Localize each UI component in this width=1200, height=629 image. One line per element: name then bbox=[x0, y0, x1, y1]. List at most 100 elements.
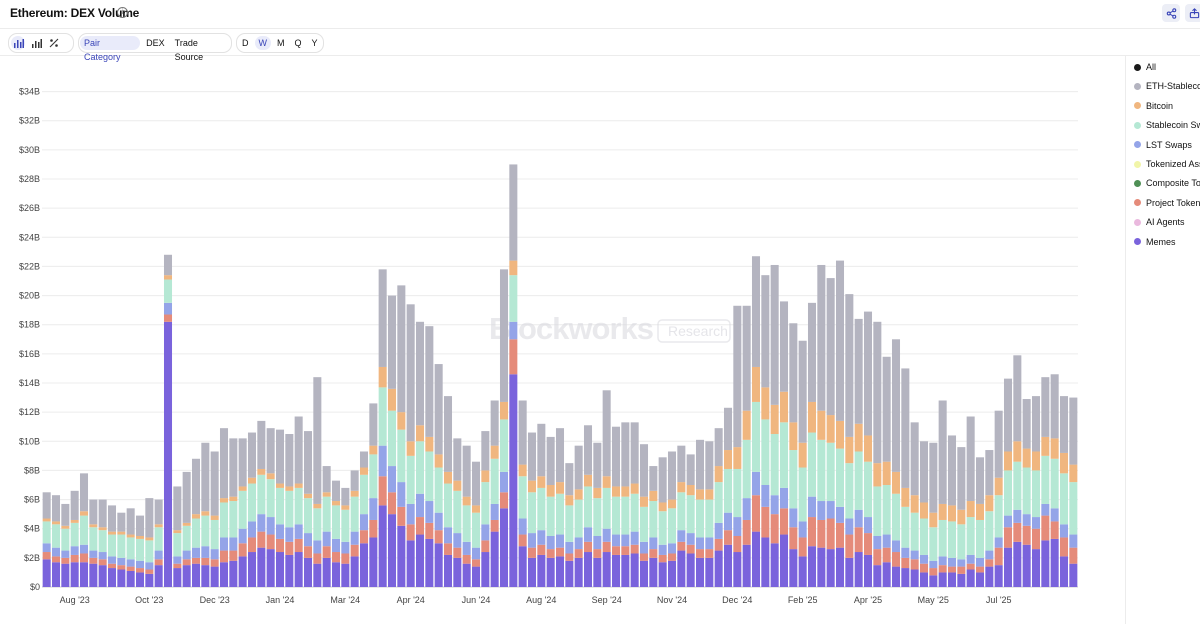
bar-segment-lst-swaps[interactable] bbox=[1003, 515, 1013, 528]
legend-item-bitcoin[interactable]: Bitcoin bbox=[1134, 101, 1173, 111]
bar-segment-project-tokens[interactable] bbox=[322, 546, 331, 558]
bar-segment-bitcoin[interactable] bbox=[957, 509, 966, 525]
bar-segment-memes[interactable] bbox=[1013, 541, 1022, 587]
tab-dex[interactable]: DEX bbox=[146, 38, 165, 48]
bar-segment-stablecoin-swaps[interactable] bbox=[583, 486, 593, 528]
bar-segment-lst-swaps[interactable] bbox=[695, 537, 705, 550]
bar-segment-memes[interactable] bbox=[443, 554, 453, 587]
bar-segment-bitcoin[interactable] bbox=[527, 480, 537, 493]
bar-segment-project-tokens[interactable] bbox=[210, 559, 219, 567]
bar-segment-eth-stablecoin[interactable] bbox=[789, 323, 798, 423]
bar-segment-stablecoin-swaps[interactable] bbox=[602, 487, 611, 529]
bar-segment-eth-stablecoin[interactable] bbox=[658, 457, 667, 503]
bar-segment-lst-swaps[interactable] bbox=[546, 536, 555, 550]
bar-segment-stablecoin-swaps[interactable] bbox=[555, 493, 565, 535]
bar-segment-project-tokens[interactable] bbox=[247, 537, 257, 553]
stacked-bar-button[interactable] bbox=[29, 36, 43, 50]
bar-segment-memes[interactable] bbox=[826, 549, 835, 587]
bar-segment-lst-swaps[interactable] bbox=[751, 471, 761, 496]
bar-segment-eth-stablecoin[interactable] bbox=[714, 428, 723, 467]
bar-segment-bitcoin[interactable] bbox=[695, 489, 705, 500]
bar-segment-stablecoin-swaps[interactable] bbox=[901, 506, 910, 548]
bar-segment-bitcoin[interactable] bbox=[845, 436, 854, 464]
bar-segment-lst-swaps[interactable] bbox=[397, 482, 406, 507]
bar-segment-bitcoin[interactable] bbox=[434, 454, 443, 468]
bar-segment-stablecoin-swaps[interactable] bbox=[238, 490, 247, 529]
bar-segment-lst-swaps[interactable] bbox=[406, 503, 415, 525]
bar-segment-eth-stablecoin[interactable] bbox=[518, 400, 527, 465]
bar-segment-eth-stablecoin[interactable] bbox=[761, 275, 770, 388]
bar-segment-project-tokens[interactable] bbox=[593, 549, 602, 558]
bar-segment-lst-swaps[interactable] bbox=[611, 534, 621, 547]
bar-segment-bitcoin[interactable] bbox=[770, 404, 779, 434]
bar-segment-project-tokens[interactable] bbox=[574, 549, 583, 558]
bar-segment-bitcoin[interactable] bbox=[686, 485, 695, 496]
bar-segment-project-tokens[interactable] bbox=[761, 506, 770, 538]
bar-segment-eth-stablecoin[interactable] bbox=[1013, 355, 1022, 442]
bar-segment-project-tokens[interactable] bbox=[51, 556, 61, 563]
bar-segment-bitcoin[interactable] bbox=[751, 366, 761, 402]
bar-segment-eth-stablecoin[interactable] bbox=[294, 416, 303, 484]
bar-segment-stablecoin-swaps[interactable] bbox=[807, 432, 817, 497]
bar-segment-lst-swaps[interactable] bbox=[891, 540, 901, 553]
bar-segment-eth-stablecoin[interactable] bbox=[163, 254, 173, 276]
bar-segment-memes[interactable] bbox=[714, 550, 723, 587]
bar-segment-lst-swaps[interactable] bbox=[929, 560, 938, 569]
bar-segment-eth-stablecoin[interactable] bbox=[70, 490, 79, 520]
bar-segment-memes[interactable] bbox=[565, 560, 574, 587]
bar-segment-bitcoin[interactable] bbox=[163, 275, 173, 280]
bar-segment-stablecoin-swaps[interactable] bbox=[714, 482, 723, 523]
bar-segment-eth-stablecoin[interactable] bbox=[397, 285, 406, 413]
bar-segment-project-tokens[interactable] bbox=[770, 514, 779, 544]
bar-segment-bitcoin[interactable] bbox=[863, 435, 873, 462]
bar-segment-bitcoin[interactable] bbox=[901, 487, 910, 507]
bar-segment-eth-stablecoin[interactable] bbox=[826, 278, 835, 416]
bar-segment-lst-swaps[interactable] bbox=[387, 466, 397, 493]
bar-segment-memes[interactable] bbox=[863, 554, 873, 587]
bar-segment-bitcoin[interactable] bbox=[415, 425, 425, 442]
bar-segment-project-tokens[interactable] bbox=[182, 559, 191, 566]
bar-segment-bitcoin[interactable] bbox=[443, 471, 453, 484]
bar-segment-project-tokens[interactable] bbox=[1050, 521, 1059, 539]
bar-segment-bitcoin[interactable] bbox=[1013, 441, 1022, 462]
bar-segment-project-tokens[interactable] bbox=[331, 552, 341, 563]
bar-segment-lst-swaps[interactable] bbox=[985, 550, 994, 560]
bar-segment-stablecoin-swaps[interactable] bbox=[1050, 458, 1059, 509]
bar-segment-bitcoin[interactable] bbox=[51, 521, 61, 525]
bar-segment-project-tokens[interactable] bbox=[145, 569, 154, 574]
bar-segment-stablecoin-swaps[interactable] bbox=[1031, 470, 1041, 518]
bar-segment-eth-stablecoin[interactable] bbox=[42, 492, 51, 519]
bar-segment-bitcoin[interactable] bbox=[1022, 448, 1031, 468]
bar-segment-lst-swaps[interactable] bbox=[1022, 514, 1031, 526]
bar-segment-memes[interactable] bbox=[910, 569, 919, 587]
interval-m[interactable]: M bbox=[277, 38, 285, 48]
bar-segment-memes[interactable] bbox=[611, 554, 621, 587]
bar-segment-lst-swaps[interactable] bbox=[761, 485, 770, 507]
bar-segment-eth-stablecoin[interactable] bbox=[751, 256, 761, 367]
bar-segment-lst-swaps[interactable] bbox=[770, 495, 779, 515]
bar-segment-eth-stablecoin[interactable] bbox=[154, 499, 163, 525]
tab-trade-source[interactable]: Trade Source bbox=[174, 38, 204, 62]
bar-segment-project-tokens[interactable] bbox=[1059, 537, 1069, 557]
bar-segment-bitcoin[interactable] bbox=[919, 502, 929, 519]
bar-segment-stablecoin-swaps[interactable] bbox=[658, 511, 667, 545]
bar-segment-memes[interactable] bbox=[761, 537, 770, 587]
bar-segment-lst-swaps[interactable] bbox=[425, 501, 434, 523]
bar-segment-memes[interactable] bbox=[742, 544, 751, 587]
bar-segment-stablecoin-swaps[interactable] bbox=[490, 458, 499, 504]
bar-segment-stablecoin-swaps[interactable] bbox=[854, 451, 863, 510]
bar-segment-project-tokens[interactable] bbox=[621, 546, 630, 555]
bar-segment-eth-stablecoin[interactable] bbox=[863, 311, 873, 436]
bar-segment-eth-stablecoin[interactable] bbox=[611, 426, 621, 487]
bar-segment-eth-stablecoin[interactable] bbox=[350, 470, 359, 491]
bar-segment-stablecoin-swaps[interactable] bbox=[341, 509, 350, 542]
bar-segment-project-tokens[interactable] bbox=[667, 553, 677, 561]
bar-segment-project-tokens[interactable] bbox=[639, 553, 649, 561]
bar-segment-project-tokens[interactable] bbox=[611, 546, 621, 555]
bar-segment-eth-stablecoin[interactable] bbox=[201, 442, 210, 512]
bar-segment-lst-swaps[interactable] bbox=[341, 541, 350, 554]
bar-segment-stablecoin-swaps[interactable] bbox=[845, 463, 854, 519]
bar-segment-memes[interactable] bbox=[331, 562, 341, 587]
bar-segment-project-tokens[interactable] bbox=[630, 544, 639, 554]
bar-segment-project-tokens[interactable] bbox=[826, 518, 835, 550]
